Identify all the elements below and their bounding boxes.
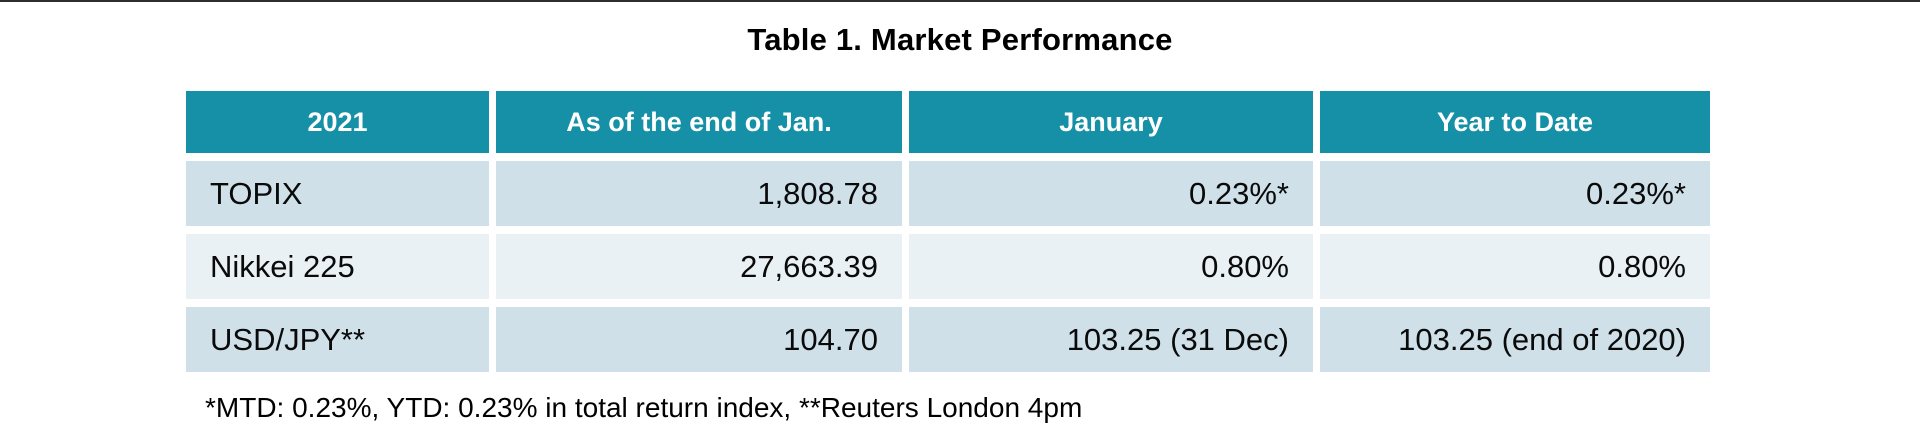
table-footnote: *MTD: 0.23%, YTD: 0.23% in total return … [205, 392, 1083, 423]
column-header-january: January [909, 91, 1313, 153]
usdjpy-ytd-value: 103.25 (end of 2020) [1320, 307, 1710, 372]
row-usdjpy-label: USD/JPY** [186, 307, 489, 372]
nikkei-end-of-jan-value: 27,663.39 [496, 234, 902, 299]
topix-ytd-value: 0.23%* [1320, 161, 1710, 226]
row-topix-label: TOPIX [186, 161, 489, 226]
topix-end-of-jan-value: 1,808.78 [496, 161, 902, 226]
column-header-end-of-jan: As of the end of Jan. [496, 91, 902, 153]
usdjpy-end-of-jan-value: 104.70 [496, 307, 902, 372]
usdjpy-january-value: 103.25 (31 Dec) [909, 307, 1313, 372]
column-header-year-to-date: Year to Date [1320, 91, 1710, 153]
column-header-2021: 2021 [186, 91, 489, 153]
market-performance-table: 2021 As of the end of Jan. January Year … [186, 91, 1710, 372]
table-title: Table 1. Market Performance [747, 22, 1173, 57]
row-nikkei-label: Nikkei 225 [186, 234, 489, 299]
topix-january-value: 0.23%* [909, 161, 1313, 226]
nikkei-ytd-value: 0.80% [1320, 234, 1710, 299]
nikkei-january-value: 0.80% [909, 234, 1313, 299]
